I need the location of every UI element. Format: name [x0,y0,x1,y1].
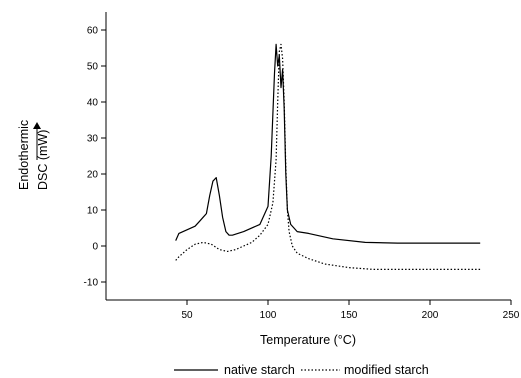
series-line-native-starch [175,43,481,244]
x-tick-label: 150 [341,310,358,321]
endothermic-label: Endothermic [17,120,31,190]
y-axis-title: DSC (mW) [36,130,50,190]
y-tick-label: 40 [87,98,99,109]
legend: native starch modified starch [174,363,429,377]
y-tick-label: 60 [87,26,99,37]
y-tick-label: 20 [87,170,99,181]
axis-ticks: 50 100 150 200 250 -10 0 10 20 30 40 50 60 [84,26,520,322]
series-line-modified-starch [175,43,481,270]
series-layer [175,43,481,270]
y-tick-label: 10 [87,206,99,217]
x-tick-label: 250 [503,310,520,321]
legend-label-modified: modified starch [344,363,429,377]
y-tick-label: 0 [92,242,98,253]
y-tick-label: 50 [87,62,99,73]
y-tick-label: 30 [87,134,99,145]
x-axis-title: Temperature (°C) [260,333,356,347]
x-tick-label: 200 [422,310,439,321]
x-tick-label: 100 [260,310,277,321]
y-tick-label: -10 [84,278,99,289]
x-tick-label: 50 [181,310,193,321]
endothermic-arrow-head [33,122,41,129]
legend-label-native: native starch [224,363,295,377]
